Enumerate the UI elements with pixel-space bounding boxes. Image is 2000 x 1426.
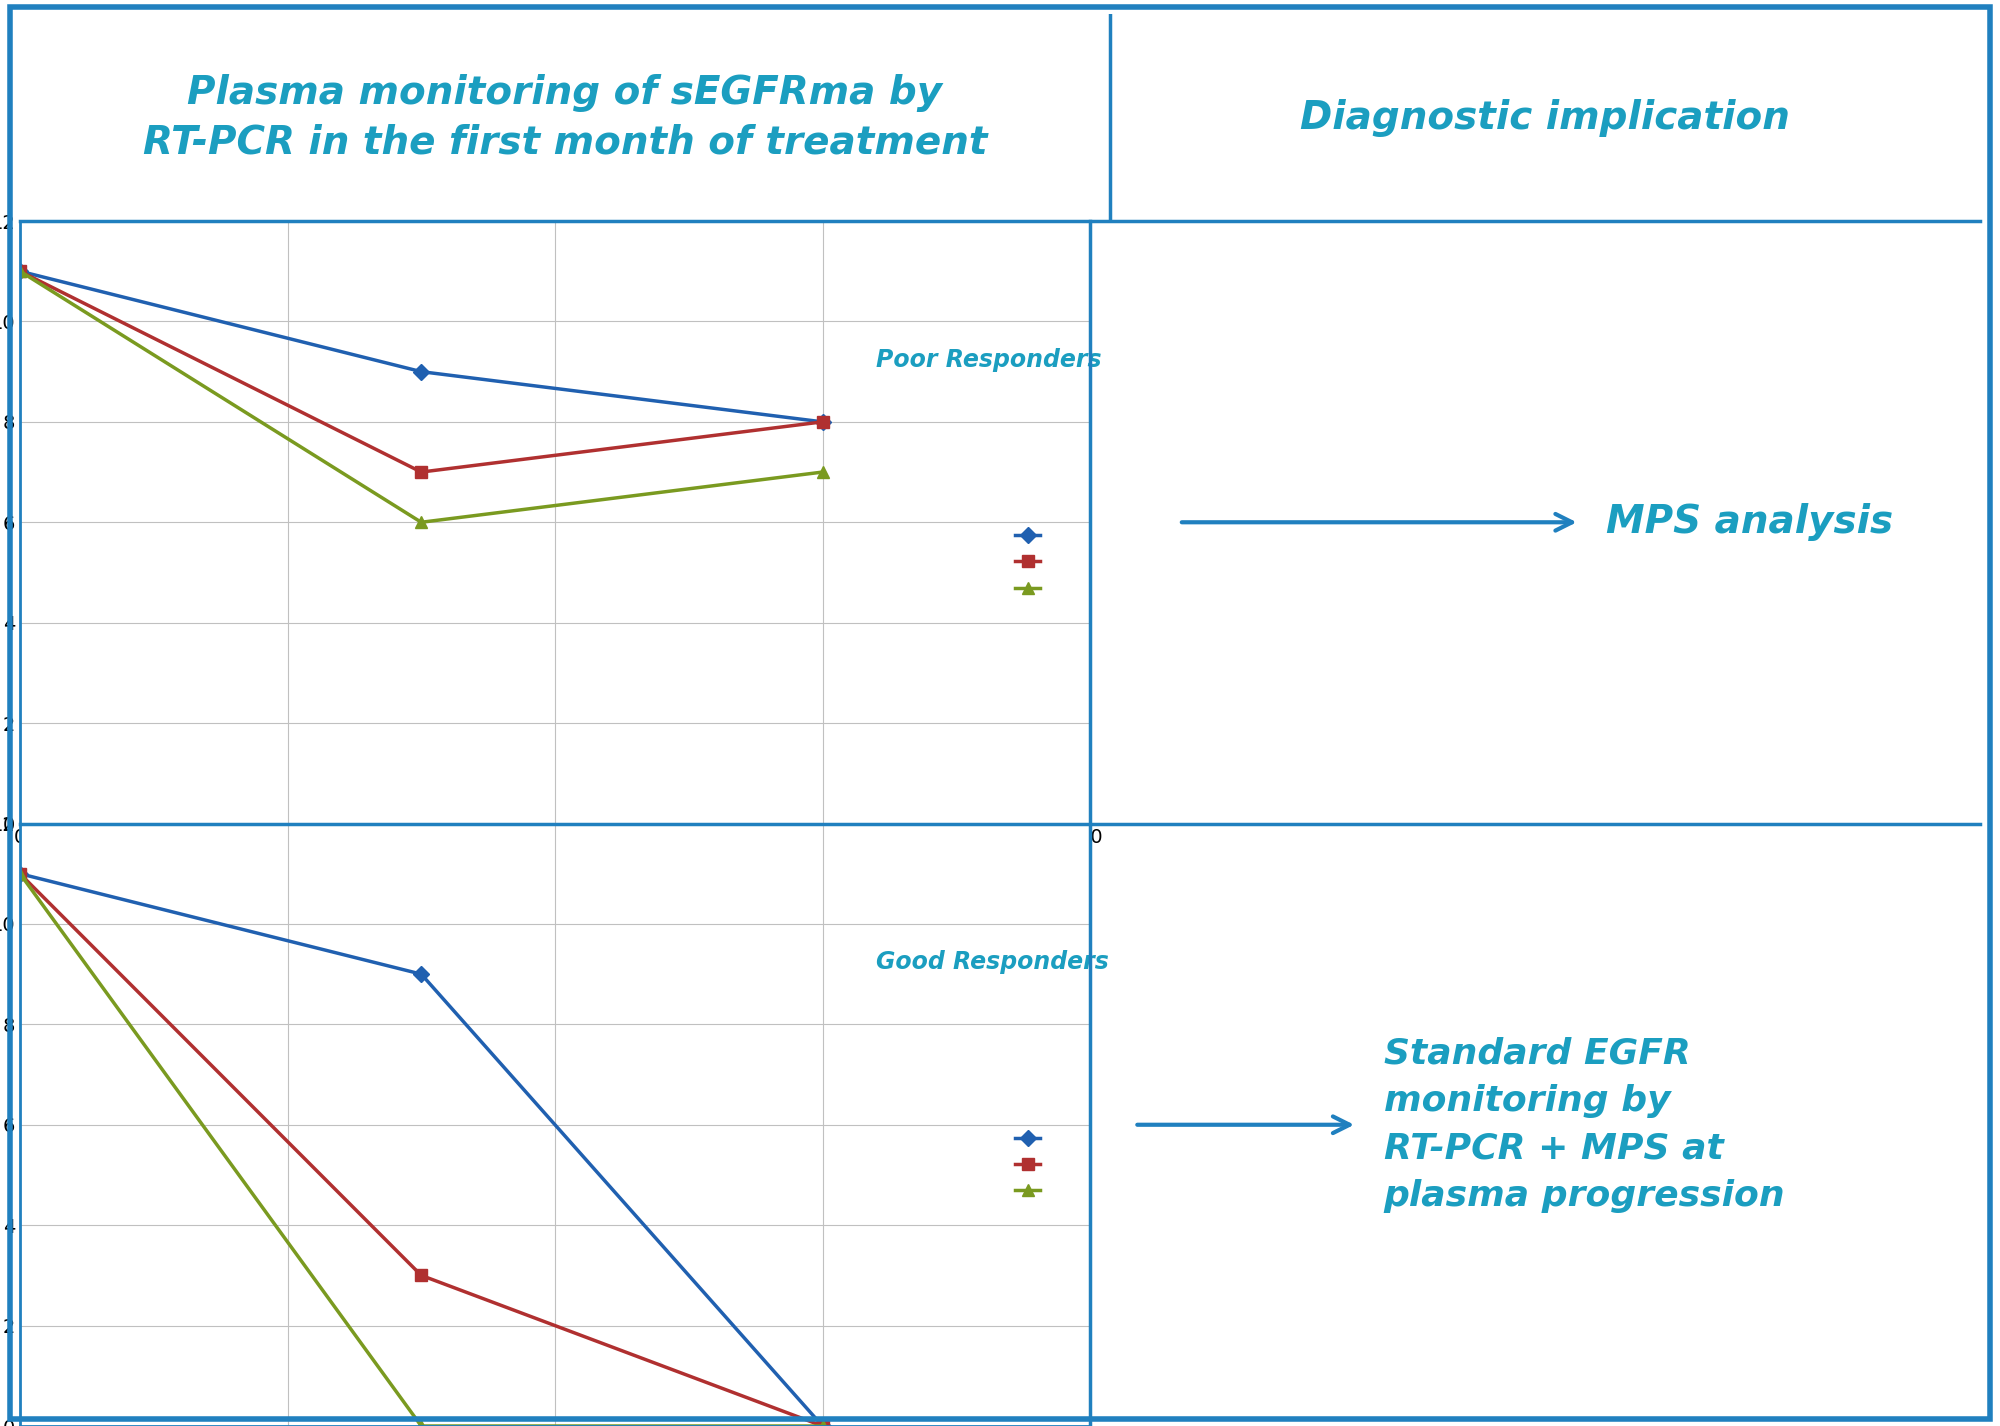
Text: Good Responders: Good Responders bbox=[876, 950, 1108, 974]
Legend: , , : , , bbox=[1008, 1122, 1060, 1206]
Text: Poor Responders: Poor Responders bbox=[876, 348, 1102, 372]
Text: MPS analysis: MPS analysis bbox=[1606, 503, 1894, 542]
Text: Standard EGFR
monitoring by
RT-PCR + MPS at
plasma progression: Standard EGFR monitoring by RT-PCR + MPS… bbox=[1384, 1037, 1786, 1214]
Text: Plasma monitoring of sEGFRma by
RT-PCR in the first month of treatment: Plasma monitoring of sEGFRma by RT-PCR i… bbox=[142, 74, 988, 161]
Legend: , , : , , bbox=[1008, 520, 1060, 605]
Text: Diagnostic implication: Diagnostic implication bbox=[1300, 98, 1790, 137]
